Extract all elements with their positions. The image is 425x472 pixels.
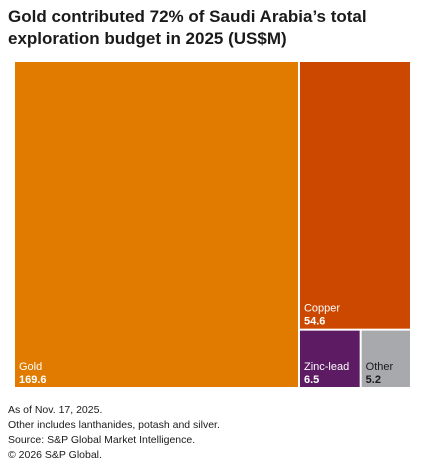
treemap-label-other: Other	[366, 361, 394, 373]
note-date: As of Nov. 17, 2025.	[8, 404, 103, 416]
treemap-tile-copper	[299, 62, 410, 329]
treemap-label-gold: Gold	[19, 361, 42, 373]
treemap-value-gold: 169.6	[19, 374, 47, 386]
note-copyright: © 2026 S&P Global.	[8, 449, 102, 461]
treemap-label-copper: Copper	[304, 303, 340, 315]
note-other-definition: Other includes lanthanides, potash and s…	[8, 419, 220, 431]
note-source: Source: S&P Global Market Intelligence.	[8, 434, 196, 446]
chart-title: Gold contributed 72% of Saudi Arabia’s t…	[8, 7, 367, 48]
treemap-tile-gold	[15, 62, 298, 387]
treemap-plot: Gold 169.6 Copper 54.6 Zinc-lead 6.5 Other 5.2	[15, 62, 410, 387]
treemap-tile-other	[361, 330, 410, 387]
treemap-tile-zinc-lead	[299, 330, 360, 387]
treemap-label-zinc-lead: Zinc-lead	[304, 361, 349, 373]
treemap-value-zinc-lead: 6.5	[304, 374, 319, 386]
chart-notes: As of Nov. 17, 2025. Other includes lant…	[8, 403, 418, 463]
treemap-value-copper: 54.6	[304, 316, 325, 328]
treemap-value-other: 5.2	[366, 374, 381, 386]
